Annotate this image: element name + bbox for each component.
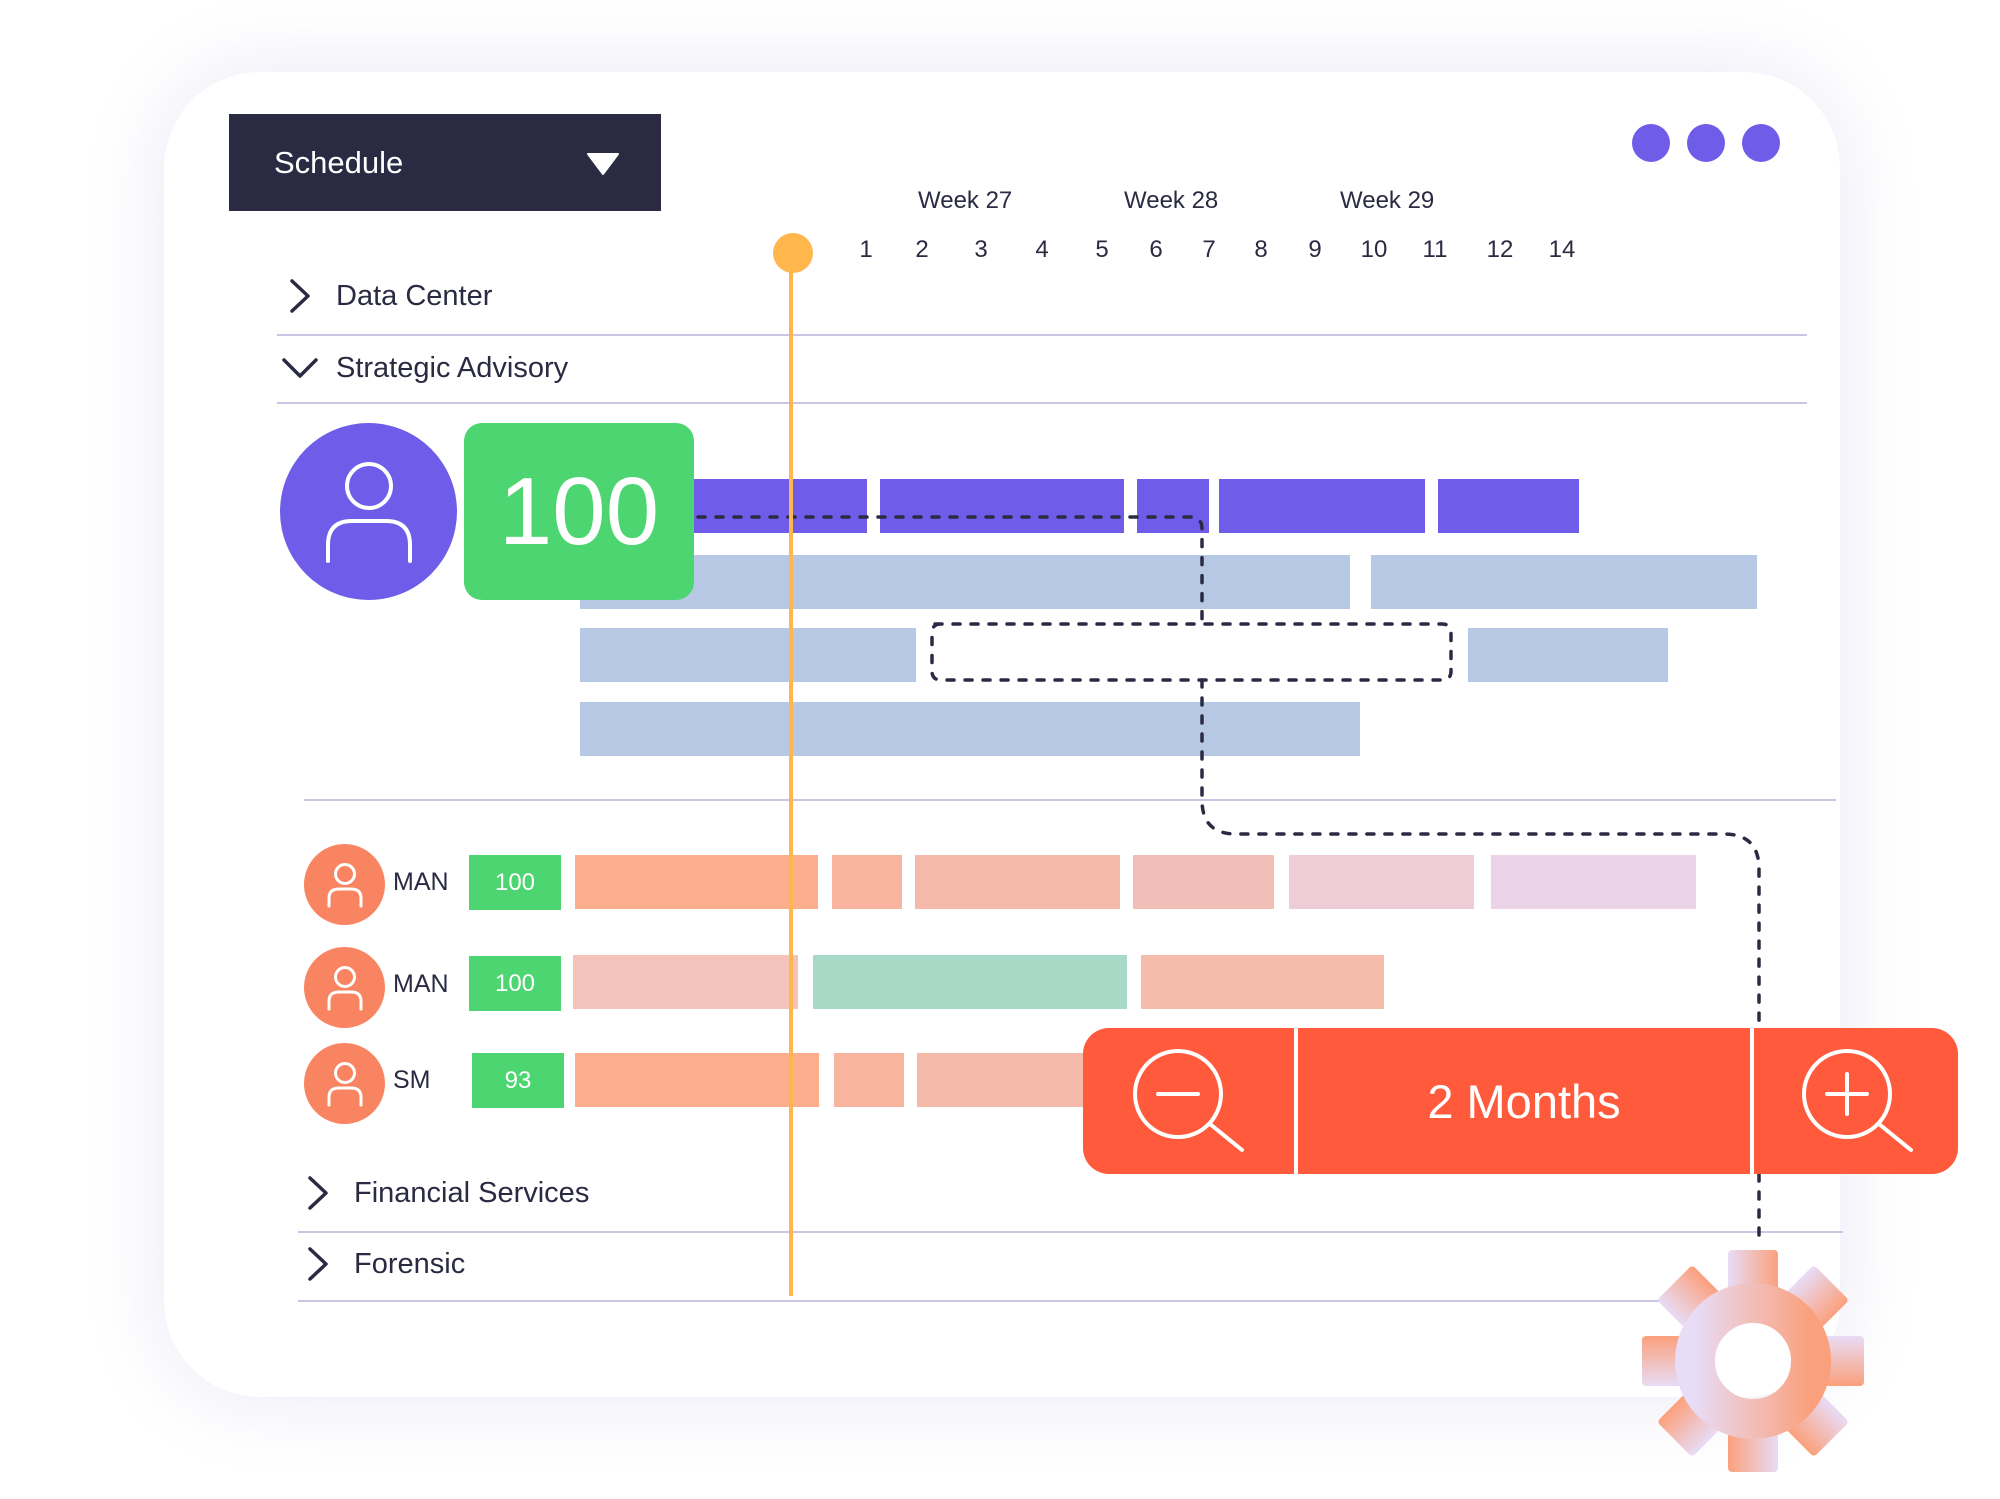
gantt-bar[interactable] <box>690 479 867 533</box>
group-forensic[interactable]: Forensic <box>298 1243 465 1285</box>
capacity-score-badge: 100 <box>469 956 561 1011</box>
gantt-bar[interactable] <box>580 628 916 682</box>
capacity-score-badge: 100 <box>464 423 694 600</box>
gantt-bar[interactable] <box>1133 855 1274 909</box>
role-label: MAN <box>393 970 449 998</box>
capacity-score-badge: 100 <box>469 855 561 910</box>
gantt-bar[interactable] <box>1371 555 1757 609</box>
avatar[interactable] <box>280 423 457 600</box>
gantt-bar[interactable] <box>1219 479 1425 533</box>
group-strategic-advisory[interactable]: Strategic Advisory <box>280 347 568 389</box>
day-label: 6 <box>1149 236 1163 263</box>
gantt-bar[interactable] <box>915 855 1120 909</box>
caret-down-icon <box>587 153 619 175</box>
chevron-right-icon <box>298 1246 338 1282</box>
group-divider <box>277 402 1807 404</box>
gantt-bar[interactable] <box>813 955 1127 1009</box>
user-icon <box>327 965 362 1010</box>
user-icon <box>327 1061 362 1106</box>
week-label: Week 28 <box>1124 187 1219 214</box>
group-label: Strategic Advisory <box>336 351 569 384</box>
group-label: Forensic <box>354 1247 466 1280</box>
day-label: 8 <box>1254 236 1268 263</box>
gantt-bar[interactable] <box>1468 628 1668 682</box>
gantt-bar[interactable] <box>573 955 798 1009</box>
gantt-bar[interactable] <box>1491 855 1696 909</box>
gantt-bar[interactable] <box>834 1053 904 1107</box>
chevron-right-icon <box>298 1175 338 1211</box>
day-label: 9 <box>1308 236 1322 263</box>
window-dot-icon[interactable] <box>1742 124 1780 162</box>
gantt-bar[interactable] <box>880 479 1124 533</box>
gantt-bar[interactable] <box>832 855 902 909</box>
zoom-out-icon <box>1133 1049 1244 1152</box>
zoom-divider <box>1750 1028 1754 1174</box>
gantt-bar[interactable] <box>1141 955 1384 1009</box>
group-financial-services[interactable]: Financial Services <box>298 1172 589 1214</box>
day-label: 7 <box>1202 236 1216 263</box>
day-label: 14 <box>1548 236 1576 263</box>
chevron-down-icon <box>280 357 320 379</box>
gantt-bar[interactable] <box>575 1053 819 1107</box>
avatar[interactable] <box>304 1043 385 1124</box>
gantt-bar[interactable] <box>1438 479 1579 533</box>
gantt-bar[interactable] <box>1289 855 1474 909</box>
role-label: MAN <box>393 868 449 896</box>
gantt-bar[interactable] <box>580 555 1350 609</box>
zoom-in-button[interactable] <box>1755 1028 1958 1174</box>
gantt-bar[interactable] <box>580 702 1360 756</box>
zoom-divider <box>1294 1028 1298 1174</box>
window-dot-icon[interactable] <box>1632 124 1670 162</box>
group-divider <box>298 1300 1698 1302</box>
day-label: 12 <box>1486 236 1514 263</box>
gantt-bar[interactable] <box>575 855 818 909</box>
week-label: Week 27 <box>918 187 1013 214</box>
schedule-view-label: Schedule <box>274 144 404 180</box>
gantt-bar[interactable] <box>1137 479 1209 533</box>
zoom-level-label: 2 Months <box>1427 1074 1621 1128</box>
day-label: 4 <box>1035 236 1049 263</box>
group-divider <box>298 1231 1843 1233</box>
group-data-center[interactable]: Data Center <box>280 275 492 317</box>
schedule-view-dropdown[interactable]: Schedule <box>229 114 661 211</box>
day-label: 2 <box>915 236 929 263</box>
day-label: 1 <box>859 236 873 263</box>
group-label: Data Center <box>336 279 493 312</box>
day-label: 3 <box>974 236 988 263</box>
avatar[interactable] <box>304 844 385 925</box>
user-icon <box>327 862 362 907</box>
capacity-score-badge: 93 <box>472 1053 564 1108</box>
zoom-in-icon <box>1801 1049 1913 1152</box>
role-label: SM <box>393 1066 431 1094</box>
group-label: Financial Services <box>354 1176 590 1209</box>
chevron-right-icon <box>280 278 320 314</box>
day-label: 11 <box>1422 236 1448 263</box>
day-label: 10 <box>1360 236 1388 263</box>
gantt-bar[interactable] <box>917 1053 1097 1107</box>
zoom-control: 2 Months <box>1083 1028 1958 1174</box>
section-divider <box>304 799 1836 801</box>
zoom-out-button[interactable] <box>1083 1028 1293 1174</box>
week-label: Week 29 <box>1340 187 1435 214</box>
user-icon <box>325 461 412 563</box>
day-label: 5 <box>1095 236 1109 263</box>
group-divider <box>277 334 1807 336</box>
avatar[interactable] <box>304 947 385 1028</box>
window-dot-icon[interactable] <box>1687 124 1725 162</box>
